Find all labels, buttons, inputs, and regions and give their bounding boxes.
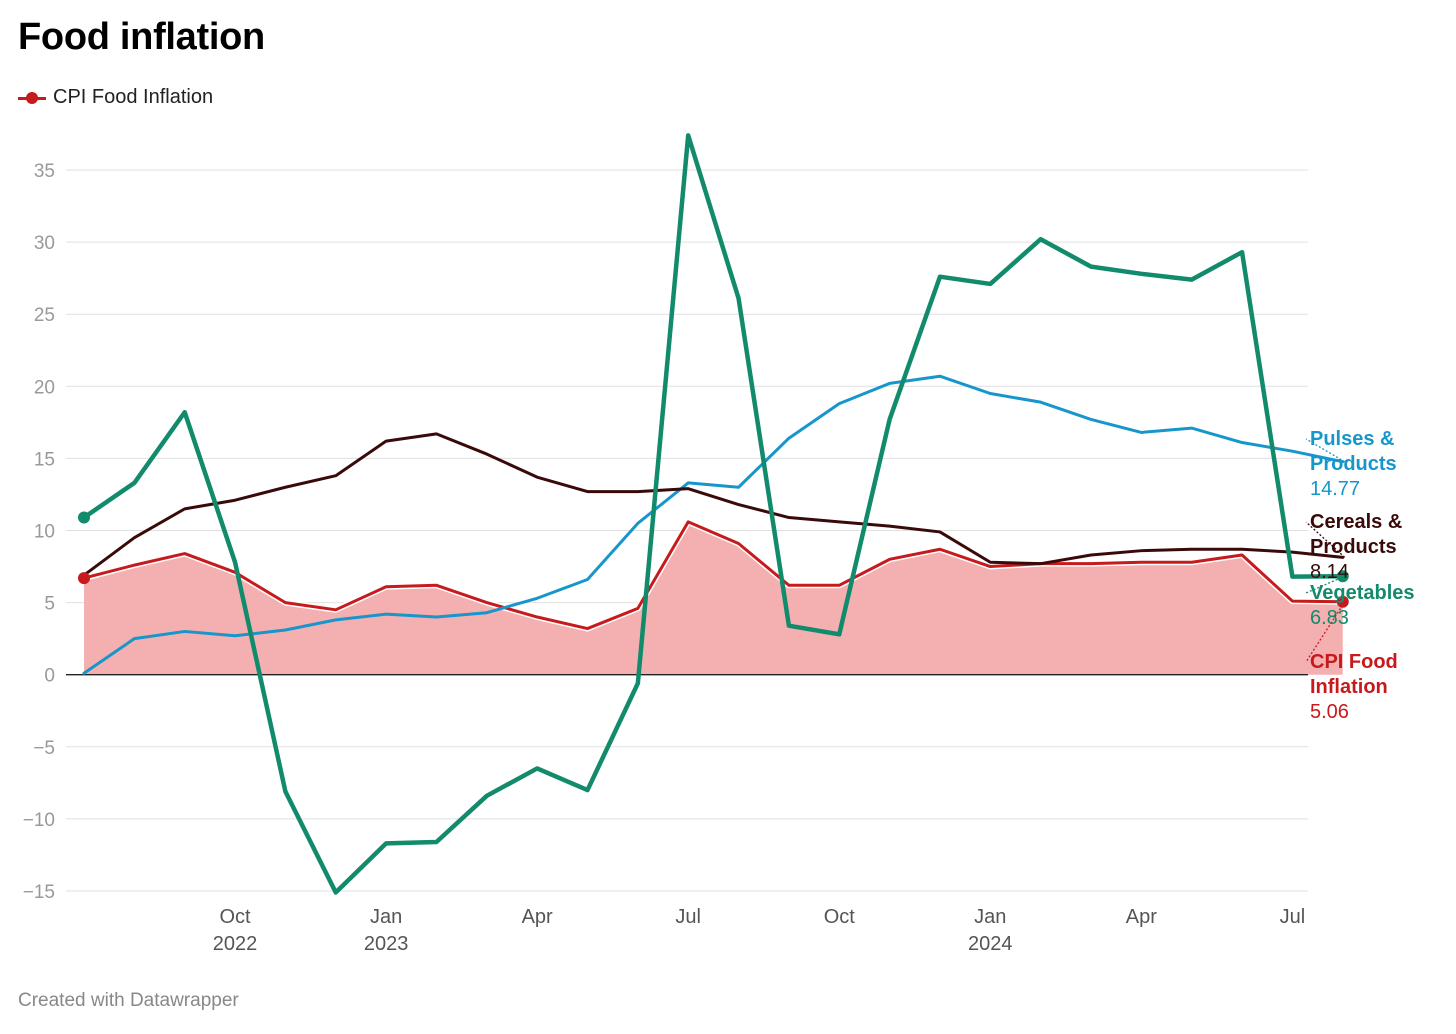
x-tick-label: Apr [522, 906, 553, 928]
y-tick-label: 35 [34, 161, 55, 182]
y-tick-label: −5 [33, 738, 55, 759]
pulses-products-end-value: 14.77 [1310, 478, 1360, 500]
cpi-food-inflation-end-dot [1336, 595, 1349, 608]
pulses-products-leader [1305, 438, 1346, 463]
x-axis-tick-labels: Oct 2022 Jan 2023 Apr Jul Oct Jan 2024 Apr Jul [213, 906, 1305, 955]
credit-footer: Created with Datawrapper [18, 990, 239, 1011]
legend-key [18, 88, 46, 108]
series-lines [78, 133, 1349, 895]
y-tick-label: −15 [23, 882, 55, 903]
vegetables-line [81, 133, 1345, 895]
chart-title: Food inflation [18, 16, 265, 58]
x-tick-label: Oct [824, 906, 856, 928]
y-axis-tick-labels: 35 30 25 20 15 10 5 0 −5 −10 −15 [23, 161, 55, 903]
x-tick-label: Oct [219, 906, 251, 928]
legend-label: CPI Food Inflation [53, 86, 214, 108]
x-tick-label: Jul [1280, 906, 1306, 928]
y-tick-label: −10 [23, 810, 55, 831]
y-tick-label: 10 [34, 522, 55, 543]
end-labels: Vegetables 6.83 Pulses & Products 14.77 Cerea… [1305, 428, 1415, 723]
x-tick-label: Jan [974, 906, 1006, 928]
x-tick-label: Jul [675, 906, 701, 928]
pulses-products-end-label: Pulses & Products [1310, 428, 1397, 475]
cpi-area [84, 521, 1343, 675]
cereals-products-line [82, 432, 1345, 577]
pulses-products-line [82, 374, 1345, 675]
x-tick-label: Apr [1126, 906, 1157, 928]
x-tick-year: 2024 [968, 933, 1013, 955]
cpi-food-inflation-start-dot [78, 572, 90, 585]
y-tick-label: 30 [34, 233, 55, 254]
cereals-products-end-label: Cereals & Products [1310, 511, 1402, 558]
legend: CPI Food Inflation [18, 86, 213, 109]
vegetables-end-value: 6.83 [1310, 607, 1349, 629]
vegetables-end-label: Vegetables [1310, 582, 1415, 604]
y-tick-label: 20 [34, 377, 55, 398]
y-tick-label: 0 [44, 666, 55, 687]
y-tick-label: 5 [44, 594, 55, 615]
x-tick-year: 2023 [364, 933, 409, 955]
area-fill [84, 521, 1343, 675]
cereals-products-end-value: 8.14 [1310, 561, 1349, 583]
cpi-food-inflation-line [82, 520, 1345, 631]
x-tick-label: Jan [370, 906, 402, 928]
cereals-products-leader [1305, 521, 1346, 558]
vegetables-start-dot [78, 511, 90, 524]
x-tick-year: 2022 [213, 933, 258, 955]
y-tick-label: 25 [34, 305, 55, 326]
vegetables-leader [1305, 575, 1346, 594]
vegetables-end-dot [1336, 570, 1349, 583]
y-tick-label: 15 [34, 449, 55, 470]
cpi-food-inflation-end-label: CPI Food Inflation [1310, 651, 1398, 698]
cpi-food-inflation-end-value: 5.06 [1310, 701, 1349, 723]
